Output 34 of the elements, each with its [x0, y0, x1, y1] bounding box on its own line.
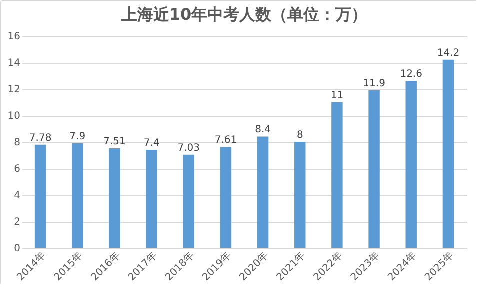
- data-label: 7.03: [178, 142, 200, 154]
- bar: [332, 102, 343, 248]
- data-label: 7.51: [104, 136, 126, 148]
- data-label: 11.9: [363, 78, 386, 90]
- data-label: 7.9: [70, 131, 86, 142]
- data-label: 7.61: [214, 135, 238, 146]
- bar: [406, 81, 417, 248]
- y-tick-label: 2: [14, 217, 20, 228]
- bar: [183, 154, 194, 248]
- bar: [72, 143, 84, 248]
- data-label: 8: [296, 130, 304, 141]
- y-tick-label: 4: [14, 190, 20, 202]
- y-tick-label: 14: [8, 58, 20, 69]
- bar: [442, 60, 454, 248]
- y-tick-label: 6: [14, 164, 20, 175]
- bar: [257, 136, 269, 248]
- y-tick-label: 16: [8, 32, 20, 42]
- data-label: 7.78: [29, 132, 52, 144]
- y-tick-label: 0: [14, 244, 20, 254]
- bar: [146, 150, 158, 248]
- y-tick-label: 8: [14, 138, 20, 148]
- data-label: 7.4: [144, 138, 160, 149]
- data-label: 11: [330, 90, 344, 102]
- y-tick-label: 10: [8, 111, 20, 122]
- data-label: 8.4: [255, 124, 271, 136]
- data-label: 14.2: [437, 48, 460, 59]
- bar: [294, 142, 306, 248]
- bar: [368, 90, 380, 248]
- bar: [34, 144, 46, 248]
- chart-title: 上海近10年中考人数（单位：万）: [120, 5, 368, 24]
- bar: [220, 147, 232, 248]
- data-label: 12.6: [400, 69, 423, 80]
- bar: [109, 148, 120, 248]
- y-tick-label: 12: [8, 84, 20, 96]
